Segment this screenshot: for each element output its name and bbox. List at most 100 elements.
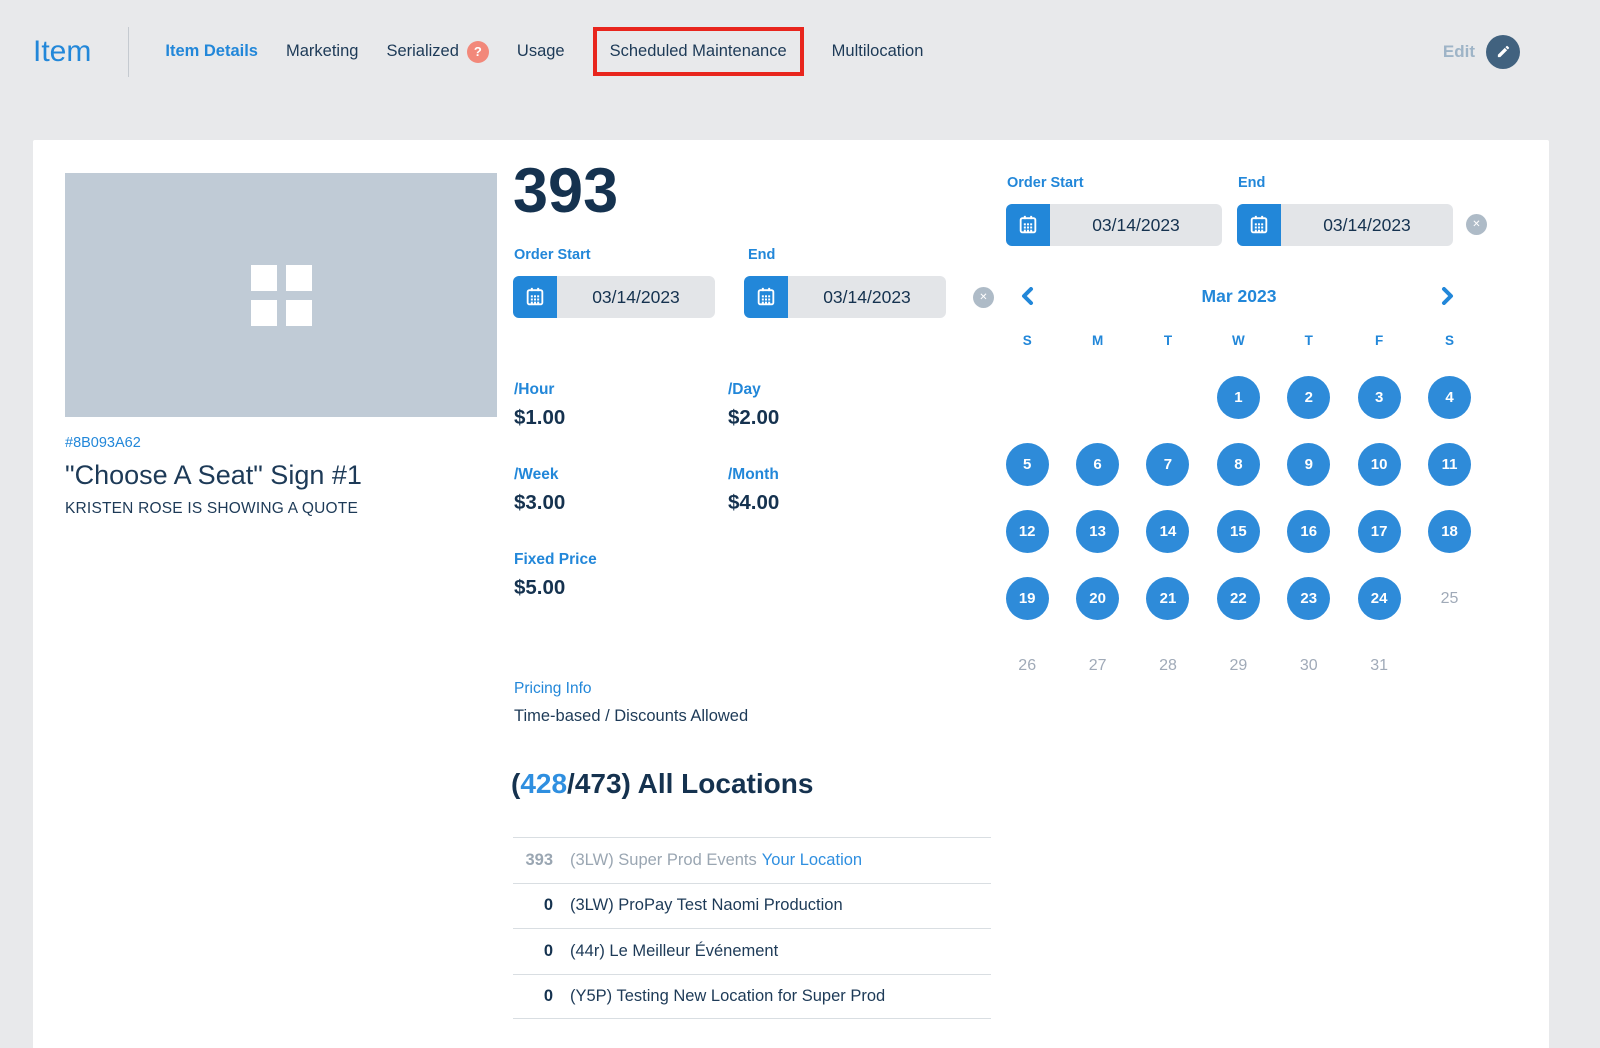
pencil-icon[interactable] [1486,34,1520,69]
calendar-day-cell: 16 [1274,498,1344,565]
tab-serialized-label: Serialized [386,42,459,60]
calendar-day-cell: 15 [1203,498,1273,565]
calendar-day[interactable]: 23 [1287,577,1331,620]
location-row: 393 (3LW) Super Prod Events Your Location [513,837,991,883]
your-location-link[interactable]: Your Location [761,850,863,869]
calendar-day-cell: 31 [1344,632,1414,699]
panel-end-input[interactable] [1281,204,1453,246]
calendar-icon[interactable] [1006,204,1050,246]
location-count: 0 [543,941,553,960]
calendar-day[interactable]: 17 [1357,510,1401,553]
item-subtitle: KRISTEN ROSE IS SHOWING A QUOTE [65,500,358,517]
location-row: 0 (Y5P) Testing New Location for Super P… [513,973,991,1019]
calendar-day-cell: 3 [1344,364,1414,431]
calendar-day[interactable]: 21 [1146,577,1190,620]
calendar-day[interactable]: 14 [1146,510,1190,553]
pricing-description: Time-based / Discounts Allowed [514,707,749,725]
item-detail-card: #8B093A62 "Choose A Seat" Sign #1 KRISTE… [33,140,1549,1048]
pricing-info-link[interactable]: Pricing Info [514,680,592,697]
calendar-day-cell: 29 [1203,632,1273,699]
calendar-day-cell: 11 [1414,431,1484,498]
calendar-day[interactable]: 13 [1076,510,1120,553]
calendar-day-cell: 7 [1133,431,1203,498]
calendar-day-cell: 23 [1274,565,1344,632]
calendar-day[interactable]: 9 [1287,443,1331,486]
item-title: "Choose A Seat" Sign #1 [65,460,362,490]
calendar-icon[interactable] [513,276,557,318]
tab-multilocation[interactable]: Multilocation [831,42,924,60]
calendar-day-cell [992,364,1062,431]
location-row: 0 (3LW) ProPay Test Naomi Production [513,882,991,929]
calendar-day[interactable]: 6 [1076,443,1120,486]
item-sku: #8B093A62 [65,435,141,451]
location-count: 393 [525,850,553,869]
calendar-day[interactable]: 15 [1216,510,1260,553]
calendar-day[interactable]: 11 [1428,443,1472,486]
calendar-day-cell: 20 [1062,565,1132,632]
price-month-label: /Month [728,466,779,483]
location-count: 0 [543,896,553,915]
price-month-value: $4.00 [728,491,780,514]
tab-serialized[interactable]: Serialized ? [386,40,489,63]
calendar-day-cell: 12 [992,498,1062,565]
calendar-day-cell: 17 [1344,498,1414,565]
calendar-day[interactable]: 7 [1146,443,1190,486]
tab-usage[interactable]: Usage [516,42,565,60]
calendar-day[interactable]: 2 [1287,376,1331,419]
calendar-day-cell: 13 [1062,498,1132,565]
order-start-label: Order Start [514,247,591,263]
calendar-day-cell: 4 [1414,364,1484,431]
panel-end-label: End [1238,175,1266,191]
calendar-day[interactable]: 4 [1428,376,1472,419]
calendar-weekday-label: S [1022,332,1032,348]
calendar-icon[interactable] [1237,204,1281,246]
edit-button[interactable]: Edit [1442,34,1600,69]
calendar-day[interactable]: 24 [1357,577,1401,620]
panel-order-start-input[interactable] [1050,204,1222,246]
calendar-day[interactable]: 10 [1357,443,1401,486]
calendar-day: 29 [1229,656,1248,674]
price-week-label: /Week [514,466,559,483]
calendar-weekday-label: T [1304,332,1313,348]
edit-button-label[interactable]: Edit [1442,41,1475,61]
calendar-day[interactable]: 12 [1005,510,1049,553]
order-start-input[interactable] [557,276,715,318]
top-bar: Item Item Details Marketing Serialized ?… [0,0,1600,103]
calendar-next-icon[interactable] [1438,287,1456,310]
calendar-weekday-label: F [1375,332,1384,348]
available-count: 428 [520,768,568,799]
calendar-day[interactable]: 8 [1216,443,1260,486]
all-locations-heading: (428/473) All Locations [511,768,814,799]
calendar-day-cell [1414,632,1484,699]
calendar-day-cell [1062,364,1132,431]
calendar-day[interactable]: 22 [1216,577,1260,620]
question-badge-icon[interactable]: ? [466,40,489,63]
location-name: (3LW) Super Prod Events Your Location [570,850,863,869]
calendar-day[interactable]: 5 [1005,443,1049,486]
calendar-day-cell: 24 [1344,565,1414,632]
panel-order-start-label: Order Start [1007,175,1084,191]
panel-order-start-date-picker[interactable] [1006,204,1222,246]
calendar-day[interactable]: 19 [1005,577,1049,620]
calendar-prev-icon[interactable] [1019,287,1037,310]
panel-clear-dates-icon[interactable]: ✕ [1466,214,1487,235]
calendar-day[interactable]: 18 [1428,510,1472,553]
order-start-date-picker[interactable] [513,276,715,318]
price-hour-value: $1.00 [514,406,566,429]
calendar-day-cell: 5 [992,431,1062,498]
tab-marketing[interactable]: Marketing [285,42,359,60]
calendar-day[interactable]: 16 [1287,510,1331,553]
clear-dates-icon[interactable]: ✕ [973,287,994,308]
calendar-day[interactable]: 20 [1076,577,1120,620]
end-date-input[interactable] [788,276,946,318]
calendar-day[interactable]: 3 [1357,376,1401,419]
end-date-picker[interactable] [744,276,946,318]
tab-item-details[interactable]: Item Details [165,42,258,60]
highlight-box: Scheduled Maintenance [592,27,804,76]
tab-scheduled-maintenance[interactable]: Scheduled Maintenance [609,42,787,60]
panel-end-date-picker[interactable] [1237,204,1453,246]
calendar-day[interactable]: 1 [1216,376,1260,419]
price-week-value: $3.00 [514,491,566,514]
calendar-weekday-label: T [1163,332,1173,348]
calendar-icon[interactable] [744,276,788,318]
